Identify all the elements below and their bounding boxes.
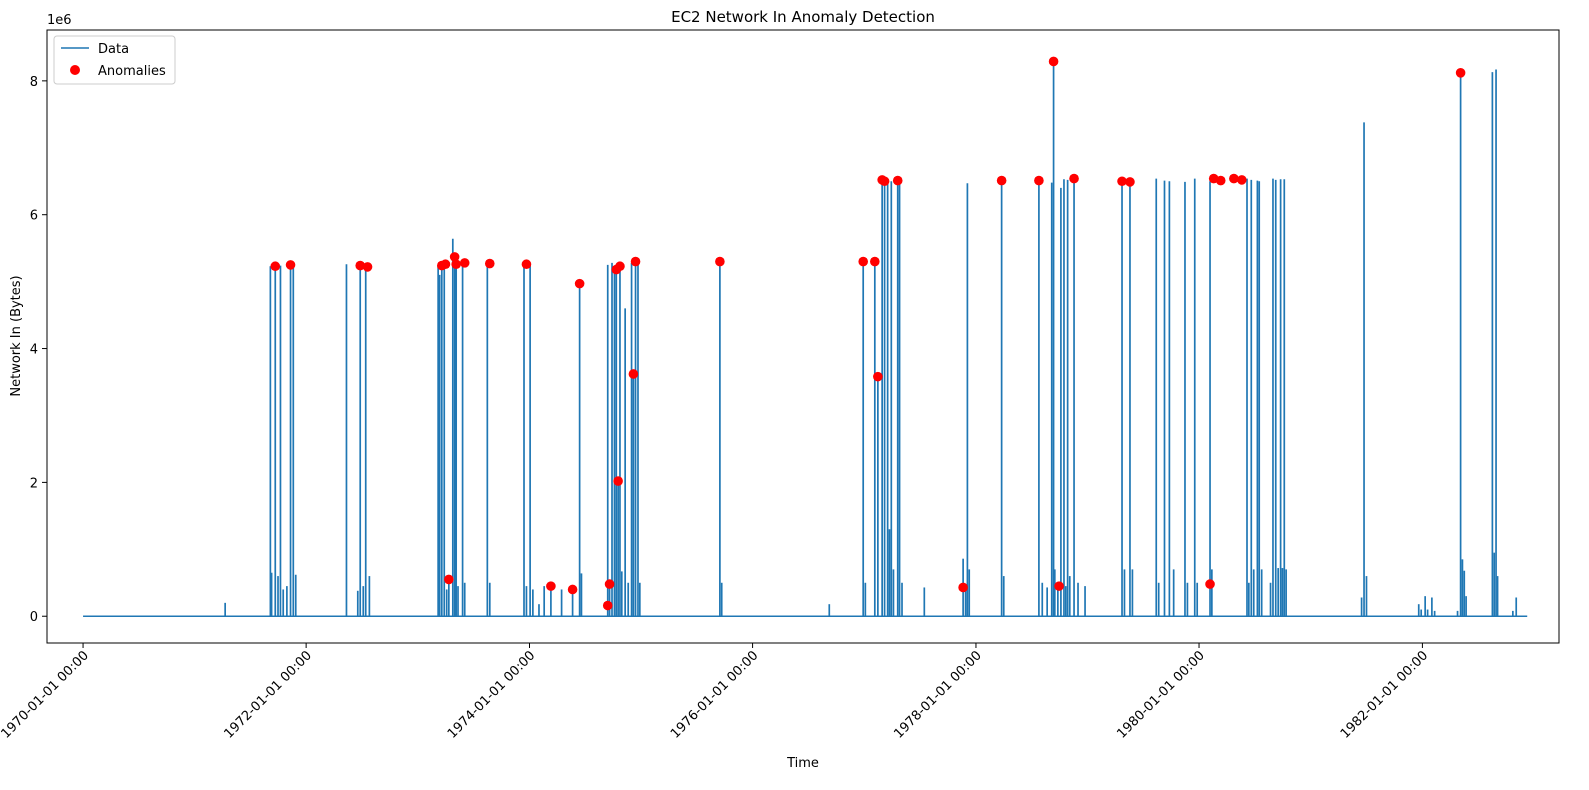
y-axis-title: Network In (Bytes) <box>9 275 24 396</box>
anomaly-point <box>1125 177 1135 187</box>
legend-label-anomalies: Anomalies <box>98 64 166 79</box>
y-tick-label: 6 <box>30 209 38 224</box>
anomaly-point <box>858 256 868 267</box>
anomaly-point <box>615 261 625 272</box>
anomaly-point <box>892 175 903 186</box>
anomaly-point <box>1069 173 1079 184</box>
anomaly-point <box>574 278 585 289</box>
anomaly-point <box>715 256 725 267</box>
anomaly-point <box>1117 176 1127 187</box>
anomaly-point <box>285 260 296 270</box>
anomaly-point <box>355 260 366 271</box>
anomaly-point <box>1034 175 1044 186</box>
anomaly-point <box>879 176 890 187</box>
anomaly-point <box>1215 175 1226 186</box>
anomaly-point <box>958 582 968 593</box>
anomaly-point <box>870 256 880 267</box>
plot-frame <box>46 29 1560 644</box>
y-axis-offset-label: 1e6 <box>47 13 72 28</box>
anomaly-point <box>628 369 639 379</box>
chart-title: EC2 Network In Anomaly Detection <box>671 8 935 26</box>
legend: Data Anomalies <box>53 35 176 85</box>
anomaly-point <box>1048 56 1059 67</box>
anomaly-point <box>996 175 1007 186</box>
y-axis: 0 2 4 6 8 <box>30 75 47 625</box>
anomaly-point <box>444 574 454 585</box>
anomaly-point <box>546 581 556 591</box>
legend-anomaly-marker <box>70 65 80 75</box>
plot-data-layer <box>83 56 1528 617</box>
y-tick-label: 8 <box>30 75 38 90</box>
anomaly-point <box>1237 175 1247 185</box>
anomaly-point <box>873 371 883 382</box>
anomaly-point <box>440 259 451 270</box>
anomaly-point <box>521 259 532 270</box>
anomaly-point <box>451 259 461 270</box>
anomaly-point <box>604 579 615 589</box>
anomaly-point <box>362 262 373 272</box>
anomaly-point <box>270 261 281 272</box>
anomaly-point <box>1229 173 1239 184</box>
anomaly-point <box>1054 581 1064 591</box>
x-axis-title: Time <box>786 756 819 771</box>
y-tick-label: 4 <box>30 343 38 358</box>
y-tick-label: 0 <box>30 610 38 625</box>
legend-label-data: Data <box>98 42 129 57</box>
anomaly-point <box>567 584 578 595</box>
anomaly-markers <box>270 56 1466 611</box>
y-tick-label: 2 <box>30 476 38 491</box>
anomaly-point <box>459 258 470 268</box>
anomaly-point <box>1455 68 1466 78</box>
anomaly-point <box>449 252 460 262</box>
anomaly-point <box>613 476 623 486</box>
anomaly-point <box>1205 579 1215 589</box>
data-series-spikes <box>224 61 1518 617</box>
anomaly-point <box>484 258 495 269</box>
anomaly-point <box>602 600 613 611</box>
anomaly-point <box>630 256 641 267</box>
